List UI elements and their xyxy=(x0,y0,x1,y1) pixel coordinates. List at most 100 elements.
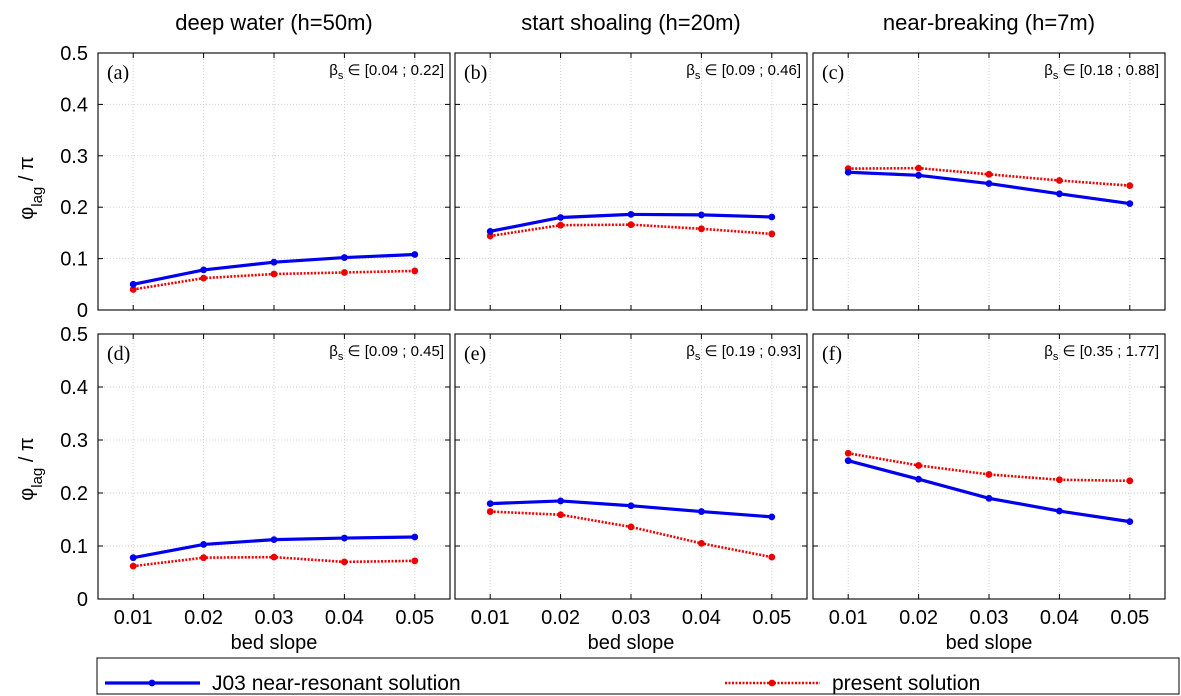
y-tick-label: 0.1 xyxy=(60,249,88,271)
point-present xyxy=(1126,477,1134,485)
ylabel-subscript: lag xyxy=(29,468,46,488)
point-present xyxy=(627,523,635,531)
point-j03 xyxy=(985,494,993,502)
beta-range-label: βs ∈ [0.09 ; 0.45] xyxy=(329,343,444,363)
y-tick-label: 0.4 xyxy=(60,377,88,399)
point-present xyxy=(915,462,922,469)
x-tick-label: 0.03 xyxy=(612,607,651,629)
x-tick-label: 0.04 xyxy=(682,607,721,629)
point-present xyxy=(129,286,137,293)
point-j03 xyxy=(1056,190,1063,198)
point-present xyxy=(1056,177,1063,184)
point-j03 xyxy=(341,534,348,542)
point-j03 xyxy=(270,536,278,544)
legend-marker-j03 xyxy=(148,679,156,687)
point-j03 xyxy=(915,475,922,483)
x-axis-label: bed slope xyxy=(231,632,318,654)
point-present xyxy=(200,554,208,562)
panel-letter: (c) xyxy=(822,62,844,84)
point-j03 xyxy=(844,168,852,176)
column-title-deep-water: deep water (h=50m) xyxy=(175,10,373,35)
legend-label-j03: J03 near-resonant solution xyxy=(212,672,461,695)
y-tick-label: 0 xyxy=(77,300,88,322)
point-present xyxy=(411,557,419,565)
ylabel-symbol: φ xyxy=(16,207,38,220)
point-present xyxy=(270,553,278,561)
panel-letter: (a) xyxy=(107,62,129,84)
ylabel-tail: / π xyxy=(16,156,38,186)
x-tick-label: 0.03 xyxy=(255,607,294,629)
point-present xyxy=(341,558,348,566)
point-j03 xyxy=(129,280,137,288)
point-j03 xyxy=(915,171,922,179)
x-tick-label: 0.05 xyxy=(1110,607,1149,629)
x-tick-label: 0.01 xyxy=(114,607,153,629)
x-tick-label: 0.02 xyxy=(541,607,580,629)
point-j03 xyxy=(698,211,705,219)
ylabel-tail: / π xyxy=(16,437,38,467)
point-present xyxy=(1056,476,1063,484)
point-present xyxy=(486,508,494,515)
point-present xyxy=(698,539,705,547)
point-j03 xyxy=(698,508,705,515)
legend-label-present: present solution xyxy=(832,672,980,695)
point-present xyxy=(627,221,635,229)
legend-marker-present xyxy=(768,679,776,687)
ylabel-subscript: lag xyxy=(29,187,46,207)
y-tick-label: 0.5 xyxy=(60,43,88,65)
point-j03 xyxy=(411,533,419,541)
point-j03 xyxy=(768,513,776,521)
column-title-near-breaking: near-breaking (h=7m) xyxy=(883,10,1095,35)
point-j03 xyxy=(985,180,993,187)
point-present xyxy=(1126,182,1134,190)
beta-range-label: βs ∈ [0.04 ; 0.22] xyxy=(329,62,444,82)
panel-a: 0 0.1 0.2 0.3 0.4 0.5 (a) βs ∈ [0.04 ; 0.22] xyxy=(60,43,451,322)
point-present xyxy=(557,511,564,519)
point-present xyxy=(768,553,776,561)
column-title-start-shoaling: start shoaling (h=20m) xyxy=(521,10,741,35)
point-j03 xyxy=(844,457,852,465)
panel-letter: (d) xyxy=(107,343,130,365)
x-tick-label: 0.01 xyxy=(829,607,868,629)
x-tick-label: 0.02 xyxy=(899,607,938,629)
legend-box xyxy=(96,657,1180,695)
point-present xyxy=(200,274,208,282)
point-j03 xyxy=(1126,518,1134,526)
point-j03 xyxy=(200,266,208,274)
point-j03 xyxy=(486,500,494,507)
point-present xyxy=(129,562,137,570)
point-j03 xyxy=(341,254,348,261)
y-axis-label-top: φlag / π xyxy=(16,156,46,219)
point-j03 xyxy=(768,213,776,221)
point-j03 xyxy=(627,502,635,510)
point-present xyxy=(985,471,993,478)
ylabel-symbol: φ xyxy=(16,488,38,501)
point-j03 xyxy=(200,541,208,548)
legend: J03 near-resonant solution present solut… xyxy=(96,657,1180,695)
point-j03 xyxy=(1126,200,1134,208)
y-axis-label-bottom: φlag / π xyxy=(16,437,46,500)
point-j03 xyxy=(411,251,419,258)
svg-text:φlag / π: φlag / π xyxy=(16,437,46,500)
svg-text:φlag / π: φlag / π xyxy=(16,156,46,219)
panel-b: (b) βs ∈ [0.09 ; 0.46] xyxy=(454,52,808,311)
point-j03 xyxy=(1056,507,1063,515)
panel-letter: (b) xyxy=(464,62,487,84)
plot-area xyxy=(455,53,807,310)
point-present xyxy=(768,230,776,238)
x-tick-label: 0.03 xyxy=(970,607,1009,629)
y-tick-label: 0.5 xyxy=(60,324,88,346)
point-present xyxy=(915,164,922,172)
x-tick-label: 0.01 xyxy=(471,607,510,629)
series-line-present xyxy=(847,451,1130,483)
beta-range-label: βs ∈ [0.19 ; 0.93] xyxy=(686,343,801,363)
panel-c: (c) βs ∈ [0.18 ; 0.88] xyxy=(812,52,1166,311)
point-present xyxy=(270,270,278,278)
point-j03 xyxy=(270,258,278,266)
panel-f: 0.01 0.02 0.03 0.04 0.05 bed slope (f) βs ∈ [0.… xyxy=(812,333,1166,654)
y-tick-label: 0.1 xyxy=(60,536,88,558)
point-present xyxy=(557,221,564,229)
point-j03 xyxy=(557,497,564,505)
y-tick-label: 0.2 xyxy=(60,197,88,219)
x-axis-label: bed slope xyxy=(946,632,1033,654)
